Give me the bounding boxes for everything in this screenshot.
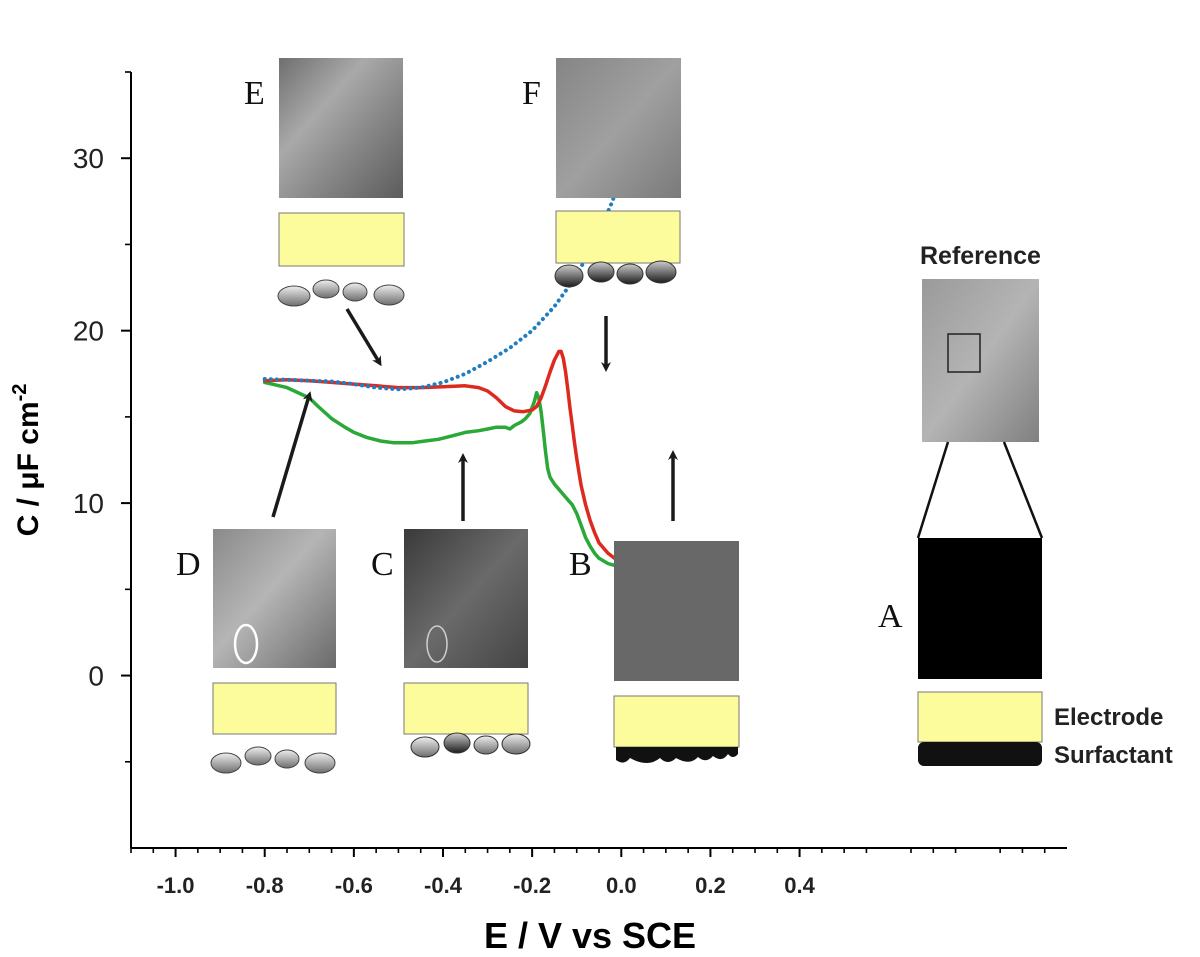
inset-a: Reference A Electrode Surfactant (878, 242, 1173, 769)
x-tick-label: -0.6 (335, 873, 373, 898)
inset-f: F (522, 58, 681, 288)
electrode-legend-label: Electrode (1054, 704, 1163, 731)
y-tick-label: 30 (73, 143, 104, 174)
surfactant-layer-a (918, 742, 1042, 766)
surfactant-blobs-c (410, 732, 531, 758)
x-tick-label: 0.4 (784, 873, 815, 898)
data-series (262, 61, 690, 573)
highlight-ring-d (233, 623, 259, 665)
micrograph-b (614, 541, 739, 681)
electrode-block-b (613, 695, 740, 748)
y-axis-label: C / μF cm-2 (9, 384, 45, 537)
reference-zoom-box (947, 333, 981, 373)
axis-tick-labels: -1.0 -0.8 -0.6 -0.4 -0.2 0.0 0.2 0.4 0 10 20 30 (73, 143, 816, 898)
arrow-d (271, 391, 313, 518)
electrode-block-d (212, 682, 337, 735)
label-e: E (244, 75, 265, 112)
series-line-green (262, 380, 690, 573)
label-c: C (371, 546, 394, 583)
surfactant-legend-label: Surfactant (1054, 742, 1173, 769)
surfactant-layer-b (616, 747, 738, 763)
x-tick-label: -0.2 (513, 873, 551, 898)
micrograph-c (404, 529, 528, 668)
x-tick-label: -0.8 (246, 873, 284, 898)
y-tick-label: 20 (73, 316, 104, 347)
surfactant-blobs-e (277, 279, 405, 307)
micrograph-f (556, 58, 681, 198)
y-tick-label: 0 (88, 661, 104, 692)
surfactant-blobs-d (210, 746, 336, 774)
inset-b: B (569, 541, 740, 763)
zoom-line-right (1002, 441, 1044, 539)
x-tick-label: 0.2 (695, 873, 726, 898)
x-tick-label: -0.4 (424, 873, 463, 898)
highlight-ring-c (426, 625, 448, 663)
electrode-block-a (917, 691, 1043, 743)
x-tick-label: -1.0 (157, 873, 195, 898)
inset-c: C (371, 529, 531, 758)
label-b: B (569, 546, 592, 583)
label-f: F (522, 75, 541, 112)
axis-ticks (121, 71, 1046, 857)
label-a: A (878, 598, 903, 635)
zoom-line-left (916, 441, 950, 539)
label-d: D (176, 546, 201, 583)
inset-e: E (244, 58, 405, 307)
micrograph-e (279, 58, 403, 198)
y-tick-label: 10 (73, 488, 104, 519)
micrograph-a (918, 538, 1042, 679)
electrode-block-f (555, 210, 681, 264)
reference-label: Reference (920, 242, 1041, 270)
arrow-e (345, 308, 382, 367)
surfactant-blobs-f (554, 260, 677, 288)
inset-d: D (176, 529, 337, 774)
micrograph-d (213, 529, 336, 668)
electrode-block-e (278, 212, 405, 267)
electrode-block-c (403, 682, 529, 735)
x-tick-label: 0.0 (606, 873, 637, 898)
arrows (271, 308, 678, 521)
series-line-blue-dotted (262, 61, 659, 392)
x-axis-label: E / V vs SCE (484, 915, 696, 952)
